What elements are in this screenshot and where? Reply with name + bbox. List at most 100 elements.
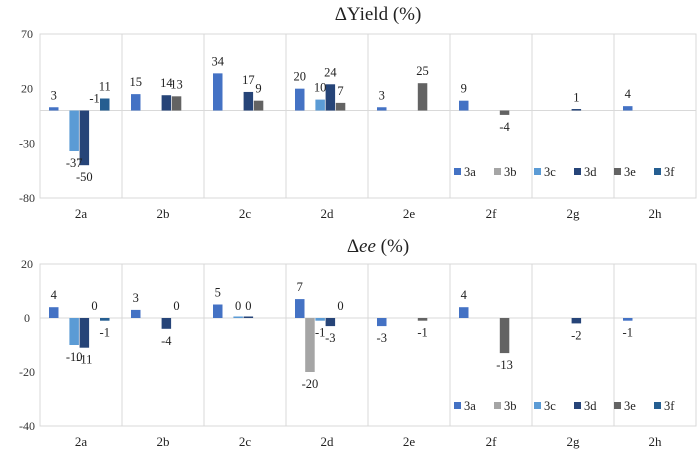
chart-2-bar-3f [100,318,110,321]
chart-1-category-label: 2c [239,206,252,221]
chart-1-category-label: 2b [157,206,170,221]
chart-2-y-tick-label: -20 [19,365,35,379]
chart-1-category-label: 2g [567,206,581,221]
chart-1-y-tick-label: -80 [19,191,35,205]
chart-1-data-label: 9 [255,82,261,96]
chart-2-data-label: 0 [245,299,251,313]
chart-2-data-label: -4 [161,334,172,348]
chart-2-category-label: 2b [157,434,170,449]
chart-1-data-label: 24 [324,65,337,79]
chart-1-bar-3a [131,94,141,111]
chart-2-legend-swatch-3b [494,402,501,409]
chart-1-bar-3a [213,73,223,111]
chart-2-bar-3a [295,299,305,318]
chart-2-legend-label-3c: 3c [544,399,556,413]
chart-1-bar-3e [253,100,264,111]
chart-1-legend-label-3d: 3d [584,165,597,179]
chart-2-bar-3d [161,318,172,329]
chart-2-legend-swatch-3c [534,402,541,409]
chart-1-bar-3e [171,96,182,111]
chart-2-data-label: 0 [91,299,97,313]
chart-1-bar-3a [377,107,387,111]
chart-2-data-label: -11 [76,353,92,367]
chart-1-y-tick-label: 20 [21,82,33,96]
chart-1-data-label: 4 [625,87,632,101]
chart-1-data-label: 15 [130,75,143,89]
chart-2-bar-3c [233,316,243,318]
chart-2-data-label: 4 [51,288,58,302]
chart-1-data-label: -50 [76,170,93,184]
chart-1-legend-swatch-3f [654,168,661,175]
chart-1-legend-label-3f: 3f [664,165,675,179]
chart-2-data-label: -2 [571,328,581,342]
chart-2-data-label: -10 [66,350,83,364]
chart-2-bar-3d [325,318,336,327]
chart-1-data-label: 10 [314,81,327,95]
chart-1-data-label: 34 [212,54,225,68]
chart-1-y-tick-label: 70 [21,27,33,41]
chart-1-bar-3a [295,88,305,111]
chart-1-data-label: 3 [51,88,57,102]
chart-1-legend-swatch-3b [494,168,501,175]
chart-2-title-prefix: Δ [347,236,359,257]
chart-2-data-label: 3 [133,291,139,305]
chart-1-legend-label-3a: 3a [464,165,476,179]
chart-2-legend-label-3e: 3e [624,399,636,413]
chart-2-bar-3c [315,318,325,321]
chart-1-data-label: 9 [461,82,467,96]
chart-1-title: ΔYield (%) [335,4,422,25]
chart-1-data-label: 13 [170,77,183,91]
chart-2-bar-3c [69,318,79,345]
chart-2-legend-swatch-3e [614,402,621,409]
chart-1-bar-3c [69,110,79,151]
chart-2-category-label: 2g [567,434,581,449]
chart-2-data-label: -20 [302,377,319,391]
chart-2-data-label: 4 [461,288,468,302]
chart-2-y-tick-label: 20 [21,257,33,271]
chart-1-category-label: 2d [321,206,335,221]
chart-1-data-label: 17 [242,73,255,87]
chart-1-category-label: 2h [649,206,663,221]
chart-1-data-label: 11 [99,80,111,94]
chart-1-category-label: 2f [486,206,498,221]
chart-1-legend-swatch-3c [534,168,541,175]
chart-1-legend-swatch-3d [574,168,581,175]
chart-1-data-label: 7 [337,84,343,98]
chart-1-data-label: 14 [160,76,173,90]
chart-1-bar-3d [325,84,336,111]
chart-2-title-suffix: (%) [376,236,409,257]
chart-2-legend-swatch-3a [454,402,461,409]
chart-2-category-label: 2c [239,434,252,449]
chart-1-bar-3d [79,110,90,166]
chart-2-bar-3a [623,318,633,321]
chart-2-legend-label-3f: 3f [664,399,675,413]
chart-2-bar-3e [499,318,510,354]
chart-1-legend-swatch-3e [614,168,621,175]
chart-2-bar-3a [213,304,223,318]
chart-1-bar-3d [243,91,254,111]
chart-1-data-label: -4 [499,120,510,134]
chart-1-legend-label-3c: 3c [544,165,556,179]
chart-1-bar-3e [335,102,346,111]
chart-2-legend-label-3d: 3d [584,399,597,413]
chart-1-bar-3a [623,106,633,111]
chart-2-legend-swatch-3f [654,402,661,409]
chart-1-category-label: 2e [403,206,416,221]
chart-2-bar-3d [243,316,254,318]
chart-2-bar-3d [79,318,90,348]
chart-1-legend-swatch-3a [454,168,461,175]
chart-2-data-label: -1 [315,326,325,340]
chart-1-bar-3e [417,83,428,111]
chart-1-data-label: -37 [66,156,83,170]
chart-2-data-label: 0 [235,299,241,313]
chart-2-bar-3b [305,318,315,372]
chart-2-data-label: -13 [496,358,513,372]
chart-2-bar-3e [417,318,428,321]
chart-2-bar-3a [49,307,59,318]
chart-1-data-label: 20 [294,70,307,84]
chart-1-data-label: -1 [89,92,99,106]
chart-2-category-label: 2a [75,434,88,449]
chart-2-title: Δee (%) [347,236,409,257]
chart-2-data-label: -1 [100,326,110,340]
